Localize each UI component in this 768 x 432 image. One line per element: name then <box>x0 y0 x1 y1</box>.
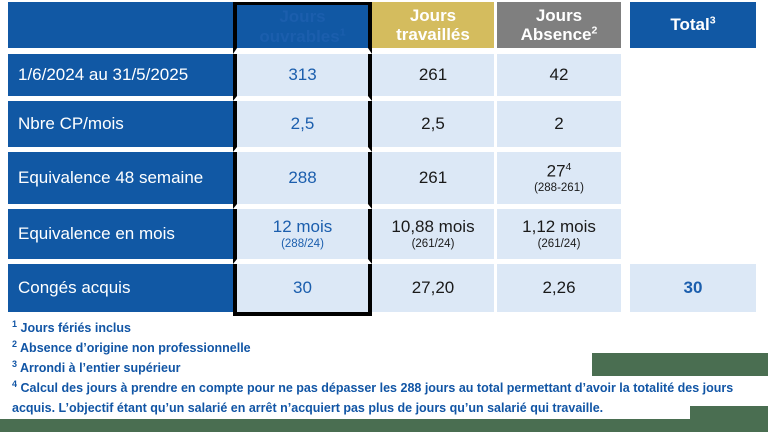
header-line1: Total <box>670 15 710 35</box>
cell-sup: 4 <box>565 160 572 173</box>
cell-cp-absence: 2 <box>497 101 625 152</box>
cell-formula: (288-261) <box>534 182 584 195</box>
footnote-1: 1 Jours fériés inclus <box>12 318 760 338</box>
masked-region-bottom <box>0 419 768 432</box>
footnote-2: 2 Absence d’origine non professionnelle <box>12 338 760 358</box>
footnote-text: Calcul des jours à prendre en compte pou… <box>12 381 734 415</box>
masked-region-right <box>592 353 768 376</box>
header-jours-absence: Jours Absence2 <box>497 2 625 54</box>
header-jours-ouvrables: Jours ouvrables1 <box>233 2 372 54</box>
row-label-nbre-cp: Nbre CP/mois <box>8 101 233 152</box>
row-label-conges-acquis: Congés acquis <box>8 264 233 316</box>
header-total: Total3 <box>625 2 756 54</box>
footnote-text: Jours fériés inclus <box>20 321 131 336</box>
cell-48-total <box>625 152 756 209</box>
header-line1: Jours <box>409 5 457 25</box>
header-line2: travaillés <box>396 25 470 44</box>
row-label-equivalence-48: Equivalence 48 semaine <box>8 152 233 209</box>
footnote-4: 4 Calcul des jours à prendre en compte p… <box>12 378 760 417</box>
header-sup: 3 <box>709 14 716 27</box>
cell-value: 1,12 mois <box>522 216 596 236</box>
cell-cp-ouvrables: 2,5 <box>233 101 372 152</box>
cell-cp-total <box>625 101 756 152</box>
cell-acquis-absence: 2,26 <box>497 264 625 316</box>
cell-formula: (288/24) <box>281 237 324 250</box>
footnote-marker: 2 <box>12 339 18 350</box>
cell-periode-absence: 42 <box>497 54 625 101</box>
footnote-marker: 3 <box>12 359 18 370</box>
footnote-3: 3 Arrondi à l’entier supérieur <box>12 358 760 378</box>
row-label-periode: 1/6/2024 au 31/5/2025 <box>8 54 233 101</box>
footnotes-block: 1 Jours fériés inclus 2 Absence d’origin… <box>12 318 760 418</box>
leave-calculation-table: Jours ouvrables1 Jours travaillés Jours … <box>8 2 756 316</box>
header-line2: ouvrables <box>259 26 340 46</box>
cell-formula: (261/24) <box>411 237 455 250</box>
cell-cp-travailles: 2,5 <box>372 101 497 152</box>
footnote-text: Arrondi à l’entier supérieur <box>20 361 181 376</box>
footnote-text: Absence d’origine non professionnelle <box>20 341 251 356</box>
cell-48-ouvrables: 288 <box>233 152 372 209</box>
cell-formula: (261/24) <box>537 237 581 250</box>
cell-periode-travailles: 261 <box>372 54 497 101</box>
cell-acquis-travailles: 27,20 <box>372 264 497 316</box>
cell-mois-absence: 1,12 mois (261/24) <box>497 209 625 264</box>
header-empty-cell <box>8 2 233 54</box>
cell-acquis-ouvrables: 30 <box>233 264 372 316</box>
row-label-equivalence-mois: Equivalence en mois <box>8 209 233 264</box>
cell-mois-total <box>625 209 756 264</box>
cell-value: 27 <box>546 161 566 181</box>
cell-mois-ouvrables: 12 mois (288/24) <box>233 209 372 264</box>
header-jours-travailles: Jours travaillés <box>372 2 497 54</box>
header-line1: Jours <box>279 7 326 27</box>
cell-periode-ouvrables: 313 <box>233 54 372 101</box>
cell-48-absence: 274 (288-261) <box>497 152 625 209</box>
cell-48-travailles: 261 <box>372 152 497 209</box>
cell-acquis-total: 30 <box>625 264 756 316</box>
footnote-marker: 4 <box>12 379 18 390</box>
footnote-marker: 1 <box>12 319 18 329</box>
header-sup: 1 <box>339 25 346 38</box>
cell-periode-total <box>625 54 756 101</box>
header-line2: Absence <box>520 25 592 44</box>
cell-value: 12 mois <box>272 216 333 236</box>
cell-mois-travailles: 10,88 mois (261/24) <box>372 209 497 264</box>
cell-value: 10,88 mois <box>391 216 475 236</box>
header-sup: 2 <box>591 24 598 37</box>
header-line1: Jours <box>535 5 583 25</box>
